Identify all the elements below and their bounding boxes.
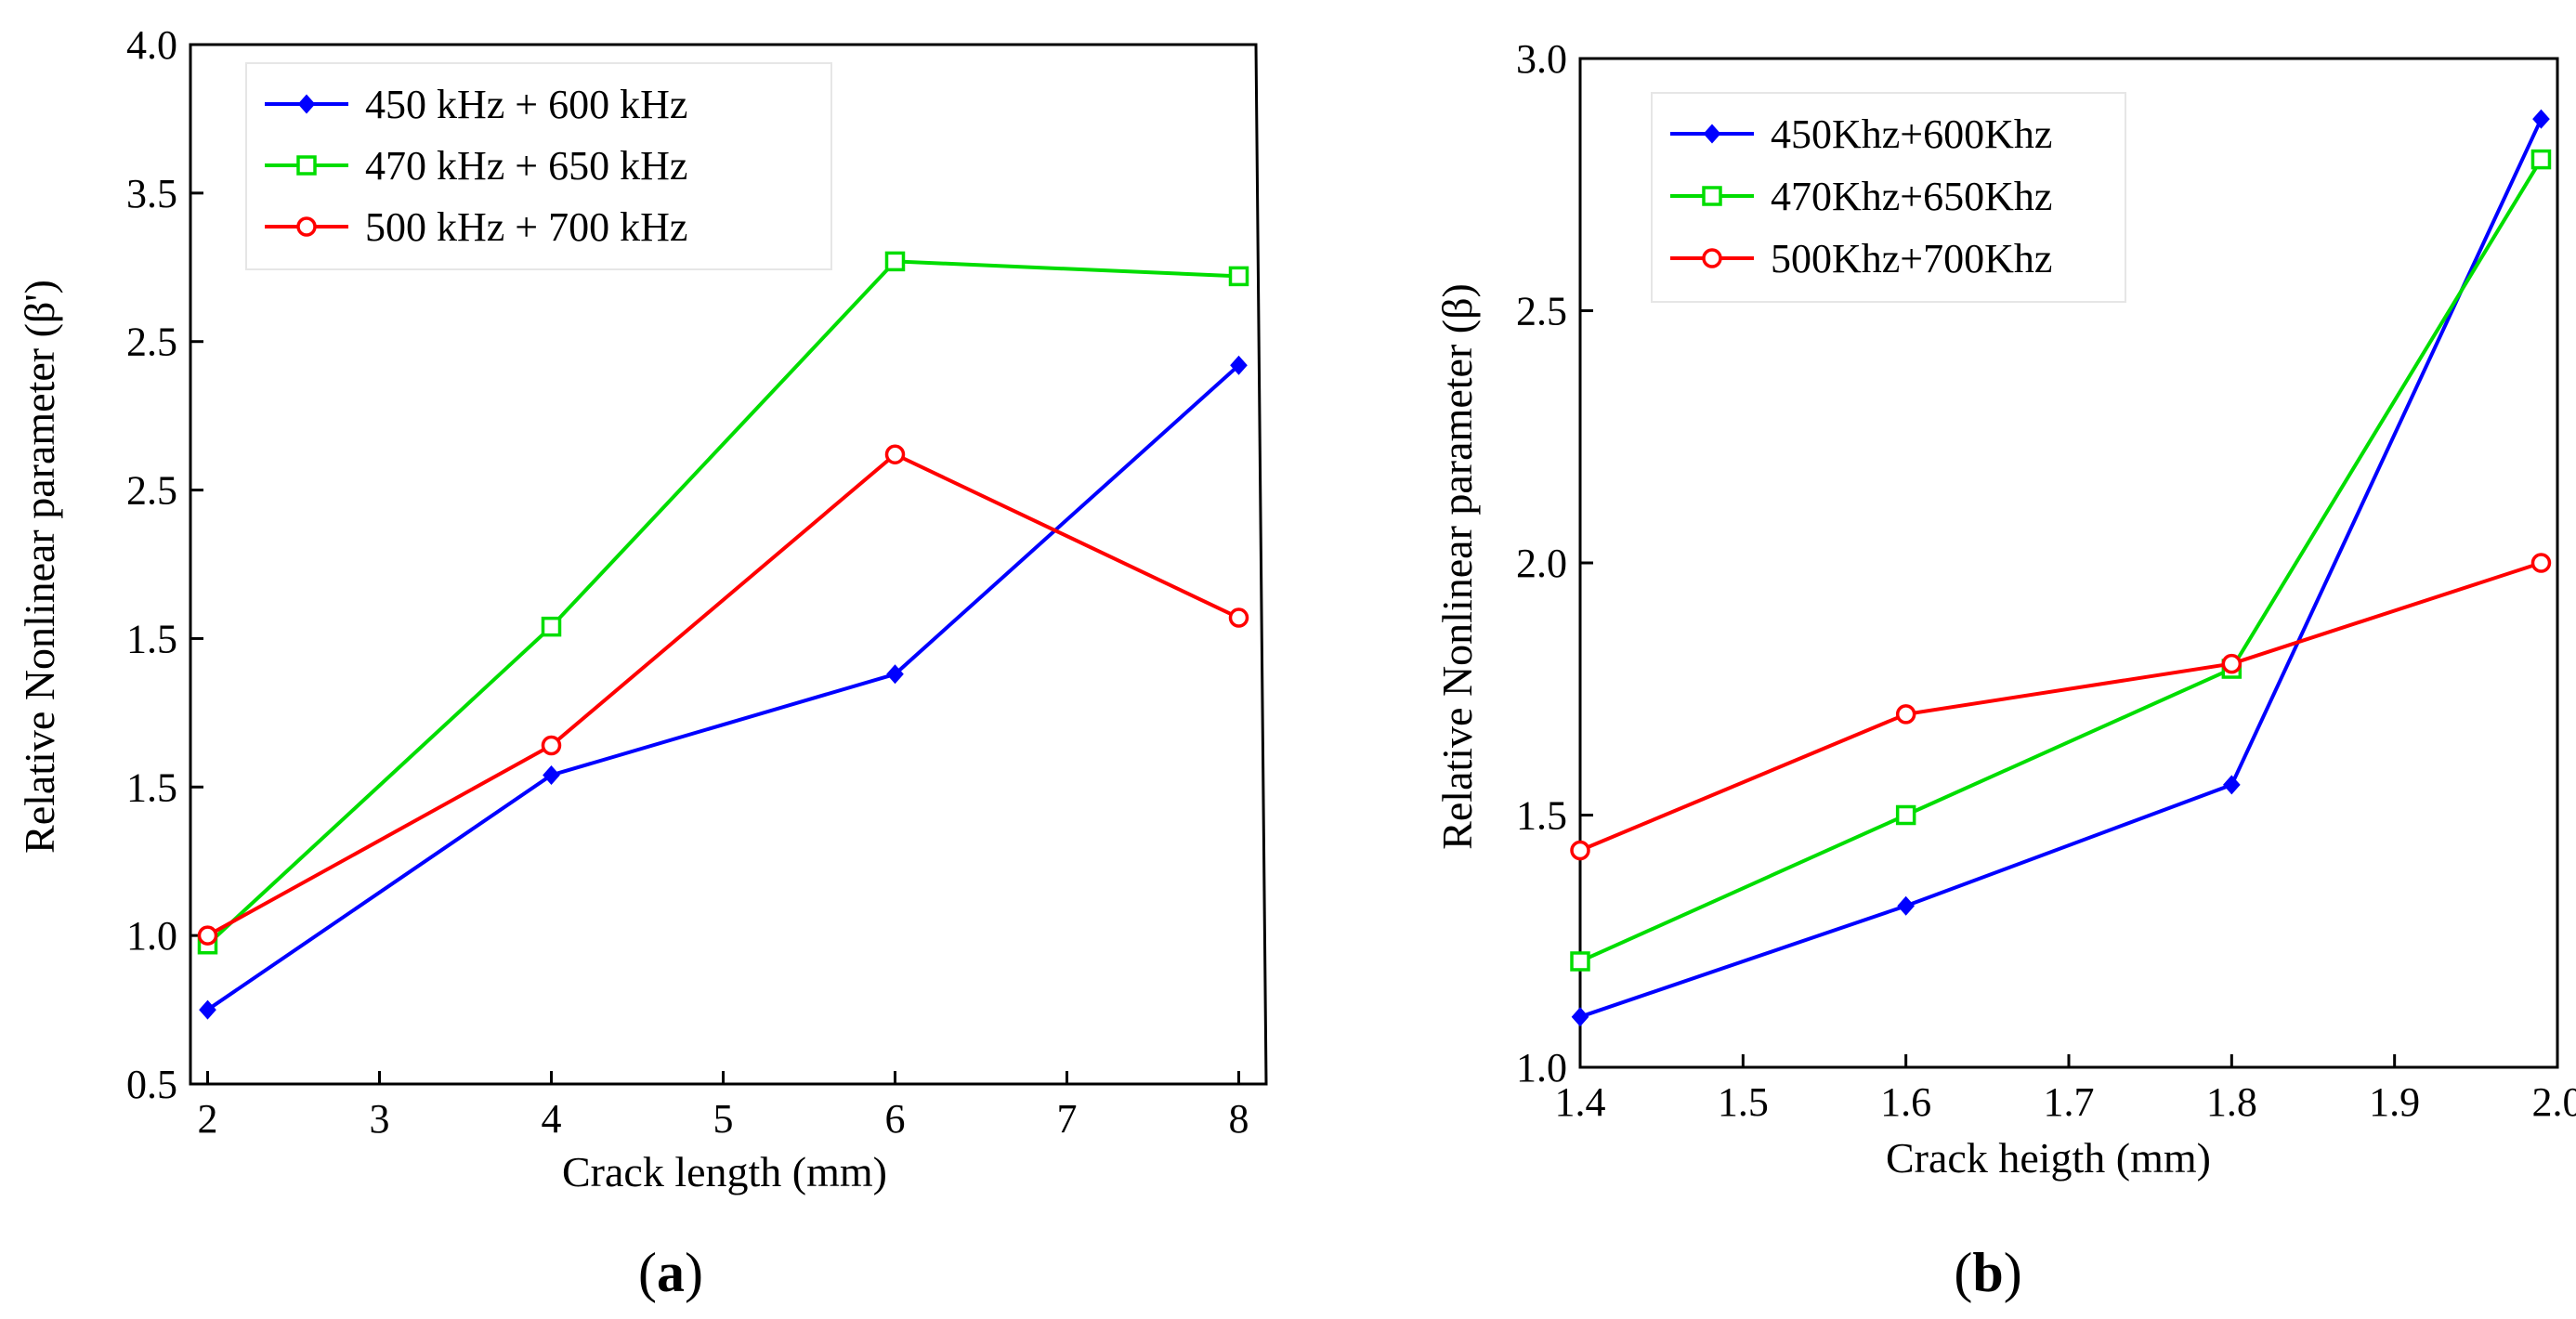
legend-marker-2 bbox=[296, 155, 317, 176]
series-line-3 bbox=[1579, 561, 2543, 853]
data-point bbox=[1228, 607, 1249, 628]
data-point bbox=[197, 925, 218, 946]
data-point bbox=[541, 735, 562, 756]
y-tick-label: 3.0 bbox=[1516, 36, 1567, 82]
data-point bbox=[1571, 1007, 1589, 1027]
data-point bbox=[1570, 951, 1590, 972]
y-tick-label: 2.5 bbox=[126, 468, 177, 514]
series-line-2 bbox=[1579, 158, 2543, 963]
x-tick-label: 1.5 bbox=[1718, 1079, 1769, 1125]
legend-marker-2 bbox=[1702, 186, 1722, 206]
y-tick-label: 4.0 bbox=[126, 22, 177, 68]
y-axis-ticks: 0.5 1.0 1.5 1.5 2.5 2.5 3.5 4.0 bbox=[126, 22, 203, 1107]
series-lines bbox=[1570, 109, 2552, 1027]
chart-panel-a: 0.5 1.0 1.5 1.5 2.5 2.5 3.5 4.0 2 3 4 5 6 7 8 450 kHz… bbox=[16, 22, 1268, 1303]
legend: 450 kHz + 600 kHz 470 kHz + 650 kHz 500 kH… bbox=[245, 62, 832, 270]
x-tick-label: 1.6 bbox=[1880, 1079, 1931, 1125]
x-tick-label: 2.0 bbox=[2532, 1079, 2576, 1125]
legend-marker-1 bbox=[297, 94, 316, 114]
legend-label-3: 500 kHz + 700 kHz bbox=[365, 204, 687, 250]
y-tick-label: 2.0 bbox=[1516, 541, 1567, 586]
y-tick-label: 2.5 bbox=[126, 320, 177, 365]
legend-label-2: 470Khz+650Khz bbox=[1771, 174, 2052, 219]
data-point bbox=[1897, 895, 1916, 916]
x-tick-label: 5 bbox=[713, 1096, 734, 1142]
series-lines bbox=[197, 251, 1249, 1020]
data-point bbox=[886, 664, 904, 685]
x-axis-ticks: 1.4 1.5 1.6 1.7 1.8 1.9 2.0 bbox=[1555, 1054, 2576, 1125]
data-point bbox=[2221, 653, 2243, 674]
data-point bbox=[543, 764, 560, 786]
panel-letter-a: a bbox=[657, 1242, 685, 1303]
x-tick-label: 6 bbox=[885, 1096, 906, 1142]
x-axis-ticks: 2 3 4 5 6 7 8 bbox=[198, 1071, 1249, 1142]
legend-label-2: 470 kHz + 650 kHz bbox=[365, 143, 687, 189]
y-axis-label: Relative Nonlinear parameter (β) bbox=[1433, 283, 1481, 850]
data-point bbox=[884, 444, 906, 464]
data-point bbox=[884, 251, 906, 272]
legend-label-1: 450 kHz + 600 kHz bbox=[365, 82, 687, 127]
y-tick-label: 1.0 bbox=[126, 913, 177, 959]
data-point bbox=[2530, 553, 2552, 573]
legend: 450Khz+600Khz 470Khz+650Khz 500Khz+700Khz bbox=[1651, 92, 2126, 303]
plot-area-frame bbox=[189, 43, 1268, 1086]
y-tick-label: 1.0 bbox=[1516, 1045, 1567, 1090]
y-tick-label: 1.5 bbox=[126, 764, 177, 810]
data-point bbox=[2530, 149, 2552, 170]
data-point bbox=[199, 999, 216, 1020]
x-axis-label: Crack length (mm) bbox=[562, 1148, 887, 1195]
series-line-1 bbox=[206, 363, 1240, 1012]
y-axis-ticks: 1.0 1.5 2.0 2.5 3.0 bbox=[1516, 36, 1593, 1090]
panel-label-a: (a) bbox=[638, 1242, 703, 1303]
chart-panel-b: 1.0 1.5 2.0 2.5 3.0 1.4 1.5 1.6 1.7 1.8 1.9 2.0 45… bbox=[1433, 36, 2576, 1303]
x-tick-label: 3 bbox=[370, 1096, 390, 1142]
data-point bbox=[541, 616, 562, 637]
legend-marker-3 bbox=[1702, 248, 1722, 268]
data-point bbox=[1228, 266, 1249, 287]
data-point bbox=[1230, 355, 1248, 375]
y-tick-label: 1.5 bbox=[1516, 793, 1567, 839]
x-tick-label: 8 bbox=[1229, 1096, 1249, 1142]
x-tick-label: 7 bbox=[1057, 1096, 1078, 1142]
legend-label-3: 500Khz+700Khz bbox=[1771, 236, 2052, 281]
panel-label-b: (b) bbox=[1954, 1242, 2021, 1303]
legend-marker-3 bbox=[296, 216, 317, 237]
x-tick-label: 1.7 bbox=[2044, 1079, 2095, 1125]
data-point bbox=[1570, 840, 1590, 861]
panel-letter-b: b bbox=[1972, 1242, 2003, 1303]
data-point bbox=[1895, 804, 1916, 826]
y-axis-label: Relative Nonlinear parameter (β') bbox=[16, 280, 63, 854]
legend-marker-1 bbox=[1703, 124, 1721, 144]
y-tick-label: 3.5 bbox=[126, 171, 177, 216]
data-point bbox=[1895, 704, 1916, 725]
series-line-3 bbox=[206, 451, 1240, 937]
x-tick-label: 1.4 bbox=[1555, 1079, 1606, 1125]
data-point bbox=[2532, 109, 2550, 129]
y-tick-label: 1.5 bbox=[126, 616, 177, 661]
series-line-1 bbox=[1579, 118, 2543, 1019]
series-line-2 bbox=[206, 259, 1239, 947]
data-point bbox=[2222, 775, 2241, 795]
x-tick-label: 2 bbox=[198, 1096, 218, 1142]
y-tick-label: 2.5 bbox=[1516, 289, 1567, 334]
legend-label-1: 450Khz+600Khz bbox=[1771, 111, 2052, 157]
y-tick-label: 0.5 bbox=[126, 1062, 177, 1107]
x-tick-label: 1.8 bbox=[2206, 1079, 2257, 1125]
x-tick-label: 4 bbox=[542, 1096, 562, 1142]
x-tick-label: 1.9 bbox=[2369, 1079, 2420, 1125]
x-axis-label: Crack heigth (mm) bbox=[1886, 1134, 2211, 1182]
